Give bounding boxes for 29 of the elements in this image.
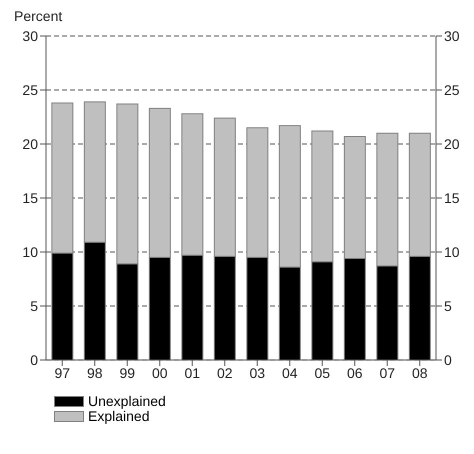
- y2-tick-label: 25: [444, 82, 460, 98]
- y2-tick-label: 30: [444, 28, 460, 44]
- y-tick-label: 20: [22, 136, 38, 152]
- x-tick-label: 04: [282, 364, 298, 381]
- y-tick-label: 0: [30, 352, 38, 368]
- legend-label: Explained: [88, 408, 150, 424]
- x-tick-label: 07: [379, 364, 396, 381]
- x-tick-label: 02: [216, 364, 233, 381]
- x-tick-label: 01: [184, 364, 200, 381]
- y2-tick-label: 20: [444, 136, 460, 152]
- x-tick-label: 97: [54, 364, 70, 381]
- x-tick-label: 06: [346, 364, 363, 381]
- x-tick-label: 00: [152, 364, 168, 381]
- y-tick-label: 25: [22, 82, 38, 98]
- y-tick-label: 30: [22, 28, 38, 44]
- y-tick-label: 10: [22, 244, 38, 260]
- x-tick-label: 98: [86, 364, 103, 381]
- y2-tick-label: 5: [444, 298, 452, 314]
- text: Percent: [14, 8, 64, 24]
- y2-tick-label: 0: [444, 352, 452, 368]
- x-tick-label: 99: [119, 364, 136, 381]
- y-tick-label: 5: [30, 298, 38, 314]
- y-tick-label: 15: [22, 190, 38, 206]
- x-tick-label: 03: [249, 364, 266, 381]
- x-tick-label: 08: [412, 364, 428, 381]
- x-tick-label: 05: [314, 364, 330, 381]
- legend-label: Unexplained: [88, 393, 166, 409]
- y2-tick-label: 10: [444, 244, 460, 260]
- y2-tick-label: 15: [444, 190, 460, 206]
